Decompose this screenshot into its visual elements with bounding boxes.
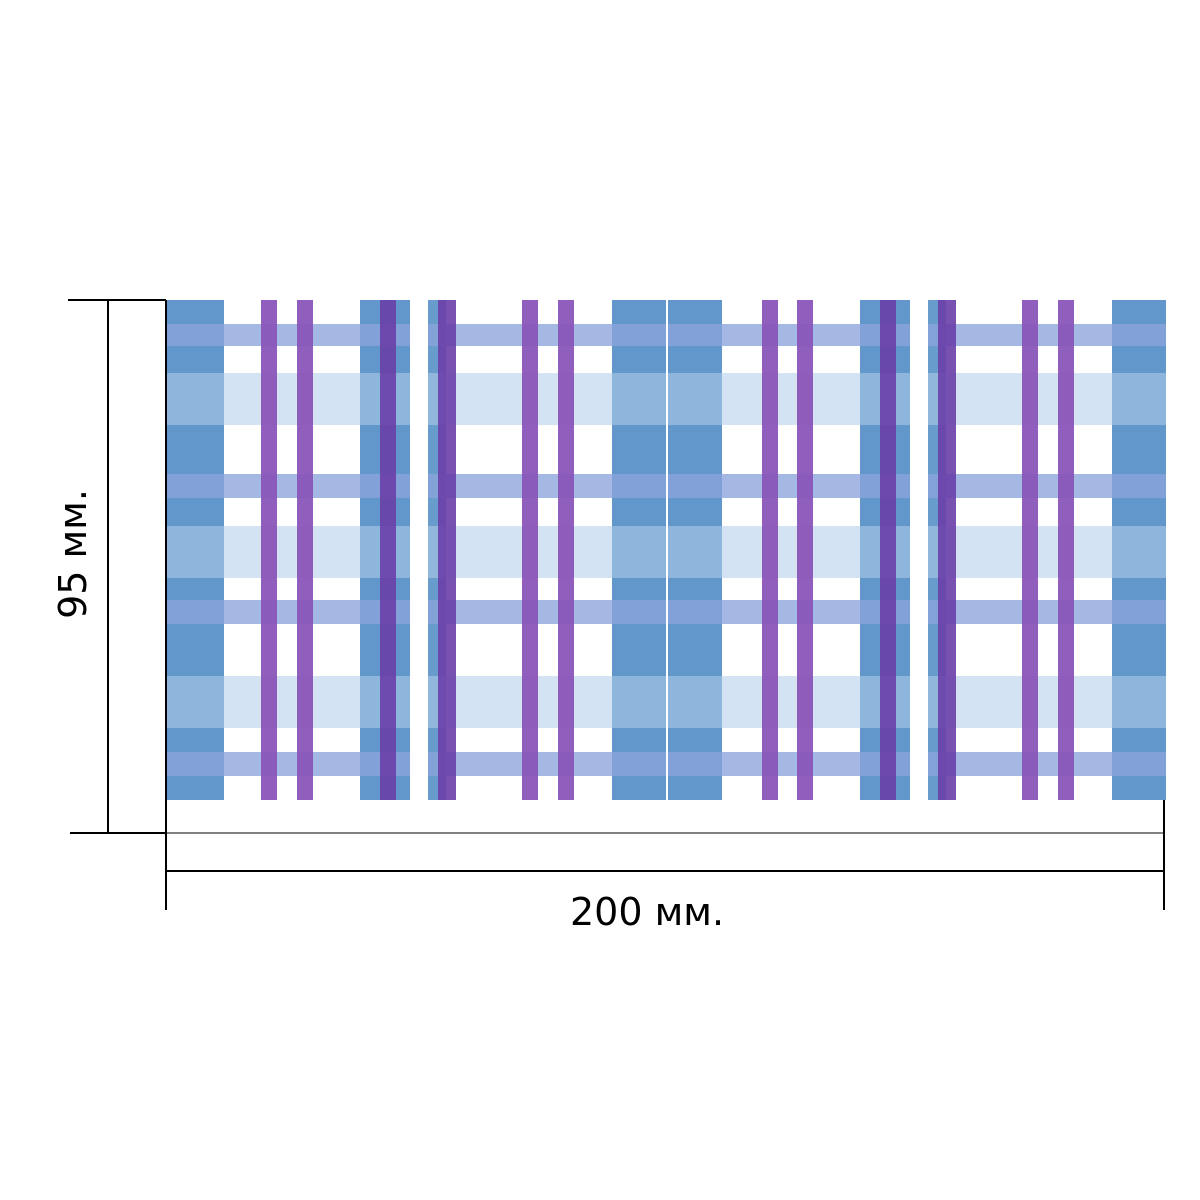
plaid-pattern-panel [166,300,1166,800]
plaid-vertical-purple-stripe [1022,300,1038,800]
plaid-vertical-purple-stripe [297,300,313,800]
plaid-vertical-deep-purple-stripe [380,300,396,800]
plaid-vertical-purple-stripe [797,300,813,800]
plaid-pattern [166,300,1166,800]
plaid-vertical-blue-column [1112,300,1166,800]
plaid-vertical-purple-stripe [261,300,277,800]
plaid-vertical-white-gap [410,300,428,800]
plaid-vertical-white-gap [666,300,668,800]
plaid-vertical-deep-purple-stripe [880,300,896,800]
plaid-vertical-blue-column [166,300,224,800]
plaid-vertical-deep-purple-stripe [938,300,956,800]
plaid-vertical-purple-stripe [522,300,538,800]
height-dimension-label: 95 мм. [51,489,95,619]
plaid-vertical-deep-purple-stripe [438,300,456,800]
width-dimension-label: 200 мм. [570,890,725,934]
plaid-vertical-purple-stripe [1058,300,1074,800]
plaid-vertical-white-gap [910,300,928,800]
plaid-vertical-purple-stripe [558,300,574,800]
plaid-vertical-purple-stripe [762,300,778,800]
